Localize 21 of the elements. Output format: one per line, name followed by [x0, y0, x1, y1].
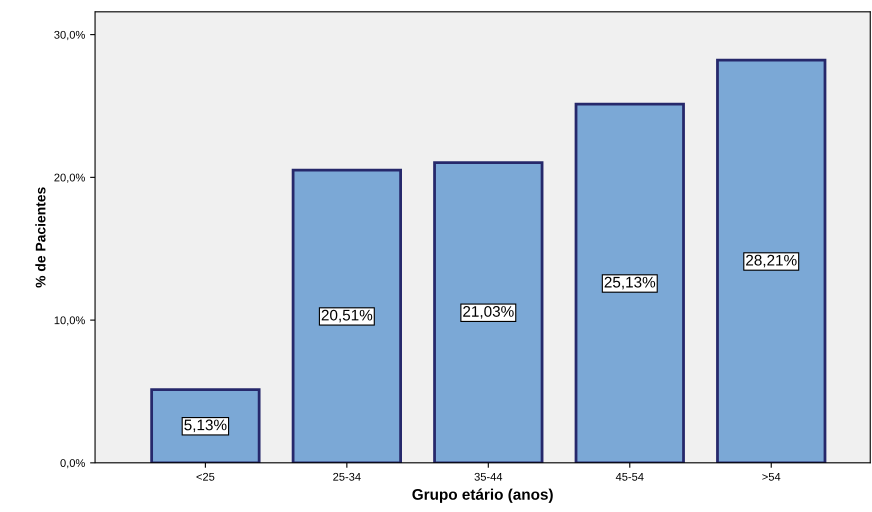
data-label: 28,21% — [746, 254, 797, 268]
y-tick-label: 20,0% — [54, 174, 85, 183]
x-tick-label: 25-34 — [333, 472, 361, 481]
y-axis-title: % de Pacientes — [35, 187, 46, 288]
data-label: 20,51% — [322, 310, 372, 322]
bar — [292, 168, 402, 463]
x-tick-label: <25 — [196, 472, 214, 481]
bar — [150, 388, 261, 463]
x-tick-label: >54 — [762, 472, 780, 481]
y-tick-label: 10,0% — [54, 316, 85, 326]
x-tick-label: 35-44 — [474, 472, 502, 481]
bar — [716, 58, 826, 463]
x-tick-label: 45-54 — [616, 472, 644, 481]
data-label: 21,03% — [463, 306, 514, 319]
y-tick-label: 0,0% — [60, 459, 85, 468]
x-axis-title: Grupo etário (anos) — [412, 488, 553, 503]
data-label: 5,13% — [184, 420, 227, 432]
bar — [574, 102, 685, 463]
bar — [433, 161, 544, 463]
y-tick-label: 30,0% — [54, 30, 85, 40]
data-label: 25,13% — [604, 276, 656, 290]
